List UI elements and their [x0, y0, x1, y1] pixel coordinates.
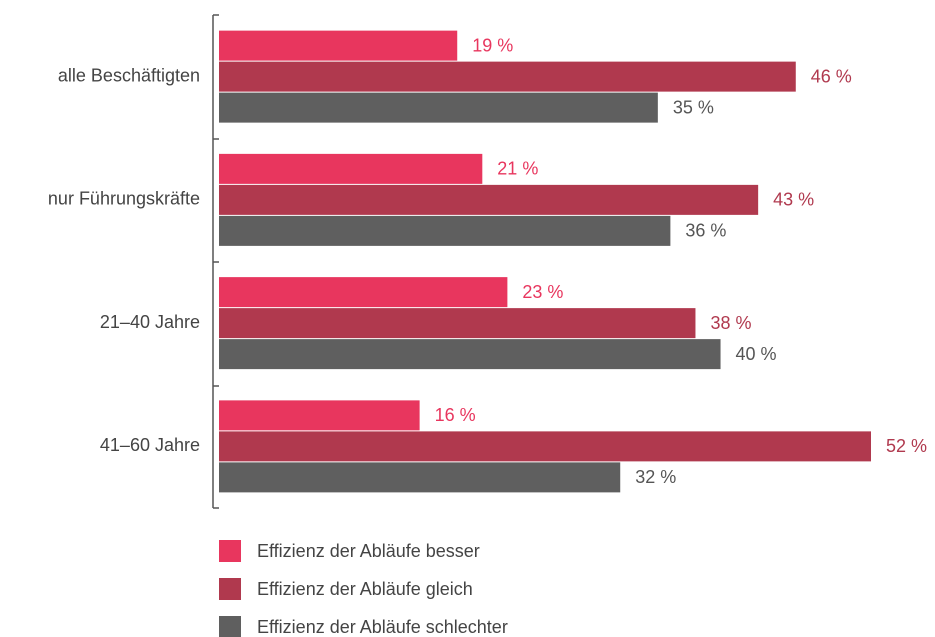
category-label: nur Führungskräfte — [48, 189, 200, 209]
value-label: 35 % — [673, 97, 714, 117]
bar — [219, 61, 796, 92]
value-label: 43 % — [773, 190, 814, 210]
bar — [219, 153, 483, 184]
category-label: alle Beschäftigten — [58, 65, 200, 85]
value-label: 23 % — [522, 282, 563, 302]
legend-label: Effizienz der Abläufe besser — [257, 541, 480, 561]
value-label: 46 % — [811, 66, 852, 86]
legend-swatch — [219, 540, 241, 562]
bar — [219, 215, 671, 246]
legend-label: Effizienz der Abläufe schlechter — [257, 617, 508, 637]
bar — [219, 92, 658, 123]
value-label: 16 % — [435, 405, 476, 425]
bar — [219, 400, 420, 431]
legend-swatch — [219, 578, 241, 600]
value-label: 38 % — [710, 313, 751, 333]
bar — [219, 339, 721, 370]
category-label: 41–60 Jahre — [100, 435, 200, 455]
legend-label: Effizienz der Abläufe gleich — [257, 579, 473, 599]
value-label: 21 % — [497, 159, 538, 179]
bar — [219, 184, 759, 215]
value-label: 36 % — [685, 221, 726, 241]
value-label: 40 % — [736, 344, 777, 364]
value-label: 19 % — [472, 35, 513, 55]
legend-swatch — [219, 616, 241, 637]
bar — [219, 308, 696, 339]
category-label: 21–40 Jahre — [100, 312, 200, 332]
bar — [219, 277, 508, 308]
bar — [219, 30, 458, 61]
axis — [212, 14, 219, 509]
value-label: 52 % — [886, 436, 927, 456]
bar — [219, 462, 621, 493]
value-label: 32 % — [635, 467, 676, 487]
bar — [219, 431, 871, 462]
